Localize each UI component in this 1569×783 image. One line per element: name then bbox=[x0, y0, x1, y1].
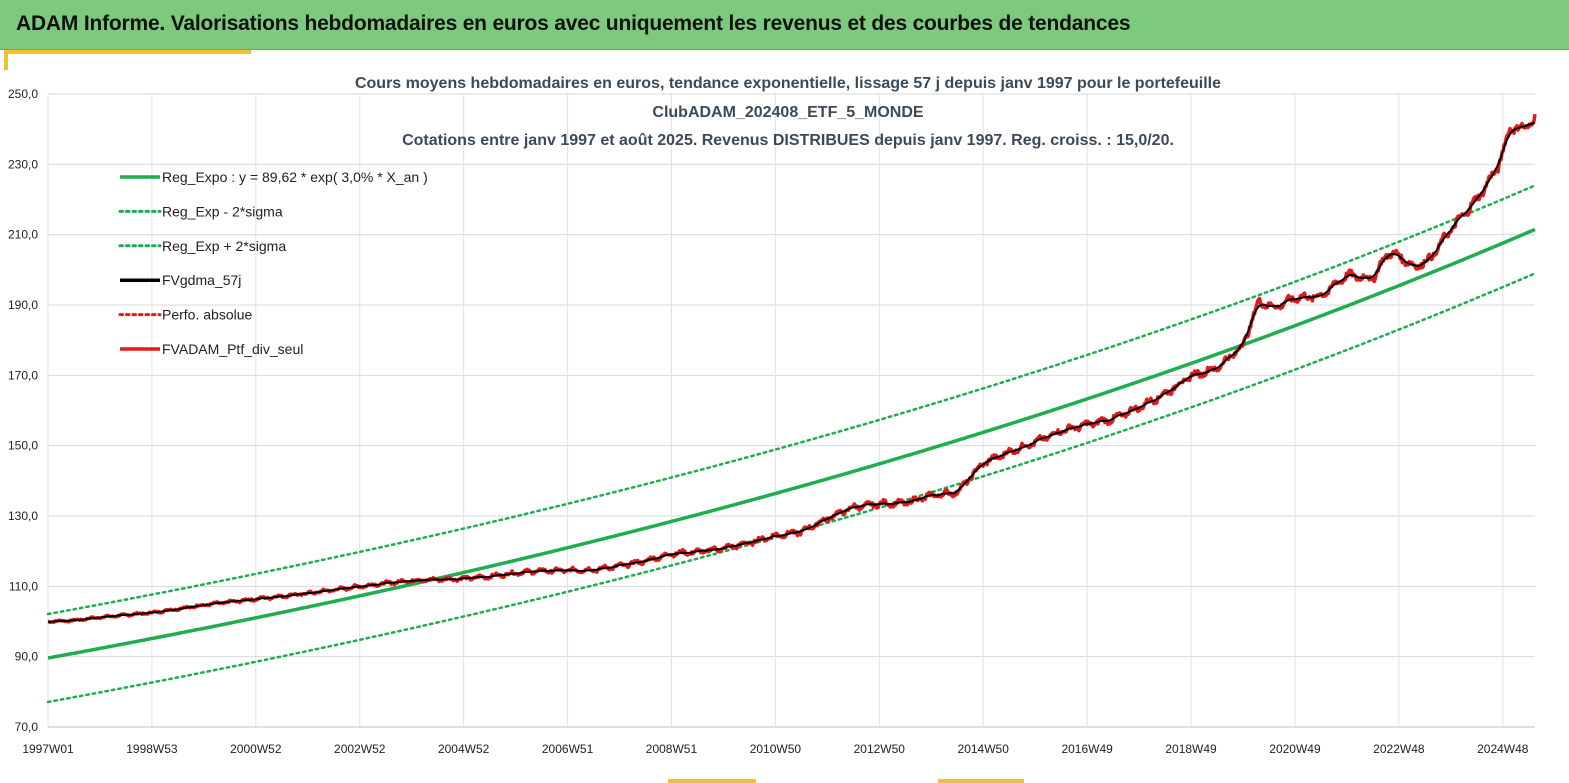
x-tick-label: 2016W49 bbox=[1061, 742, 1113, 756]
accent-bar-bottom-2 bbox=[938, 779, 1024, 783]
legend-label: Reg_Exp + 2*sigma bbox=[162, 238, 286, 254]
y-tick-label: 90,0 bbox=[15, 650, 39, 664]
x-tick-label: 2006W51 bbox=[542, 742, 594, 756]
chart-title-line-3: Cotations entre janv 1997 et août 2025. … bbox=[402, 132, 1174, 149]
y-tick-label: 210,0 bbox=[8, 228, 38, 242]
legend-label: Reg_Expo : y = 89,62 * exp( 3,0% * X_an … bbox=[162, 169, 428, 185]
legend-label: FVADAM_Ptf_div_seul bbox=[162, 341, 303, 357]
x-tick-label: 2022W48 bbox=[1373, 742, 1425, 756]
chart-lines bbox=[46, 113, 1537, 704]
legend-label: FVgdma_57j bbox=[162, 272, 241, 288]
x-tick-label: 2010W50 bbox=[750, 742, 802, 756]
x-tick-label: 1998W53 bbox=[126, 742, 178, 756]
page-title: ADAM Informe. Valorisations hebdomadaire… bbox=[16, 12, 1131, 35]
gridlines bbox=[47, 93, 1535, 728]
series-reg bbox=[47, 227, 1536, 660]
y-tick-label: 190,0 bbox=[8, 298, 38, 312]
y-tick-label: 150,0 bbox=[8, 439, 38, 453]
legend: Reg_Expo : y = 89,62 * exp( 3,0% * X_an … bbox=[118, 169, 428, 357]
series-smooth bbox=[47, 121, 1536, 623]
x-tick-label: 2012W50 bbox=[854, 742, 906, 756]
accent-bar-vertical bbox=[4, 50, 8, 70]
chart-title-line-2: ClubADAM_202408_ETF_5_MONDE bbox=[652, 104, 924, 121]
chart-title-line-1: Cours moyens hebdomadaires en euros, ten… bbox=[355, 75, 1221, 92]
x-tick-label: 1997W01 bbox=[22, 742, 74, 756]
legend-label: Reg_Exp - 2*sigma bbox=[162, 203, 283, 219]
series-reg-plus bbox=[46, 184, 1537, 616]
x-tick-label: 2002W52 bbox=[334, 742, 386, 756]
x-tick-label: 2000W52 bbox=[230, 742, 282, 756]
y-axis: 250,0 230,0 210,0 190,0 170,0 150,0 130,0 110,0… bbox=[8, 87, 38, 734]
series-price bbox=[47, 113, 1537, 625]
y-tick-label: 250,0 bbox=[8, 87, 38, 101]
header-bar: ADAM Informe. Valorisations hebdomadaire… bbox=[0, 0, 1569, 50]
x-tick-label: 2008W51 bbox=[646, 742, 698, 756]
y-tick-label: 170,0 bbox=[8, 368, 38, 382]
y-tick-label: 110,0 bbox=[9, 579, 38, 593]
x-tick-label: 2018W49 bbox=[1165, 742, 1217, 756]
x-tick-label: 2024W48 bbox=[1477, 742, 1529, 756]
x-tick-label: 2014W50 bbox=[958, 742, 1010, 756]
x-tick-label: 2004W52 bbox=[438, 742, 490, 756]
y-tick-label: 70,0 bbox=[15, 720, 39, 734]
y-tick-label: 230,0 bbox=[8, 157, 38, 171]
x-axis: 1997W01 1998W53 2000W52 2002W52 2004W52 2006W… bbox=[22, 742, 1528, 756]
y-tick-label: 130,0 bbox=[8, 509, 38, 523]
accent-bar bbox=[4, 50, 251, 54]
legend-label: Perfo. absolue bbox=[162, 307, 252, 323]
accent-bar-bottom-1 bbox=[668, 779, 756, 783]
x-tick-label: 2020W49 bbox=[1269, 742, 1321, 756]
